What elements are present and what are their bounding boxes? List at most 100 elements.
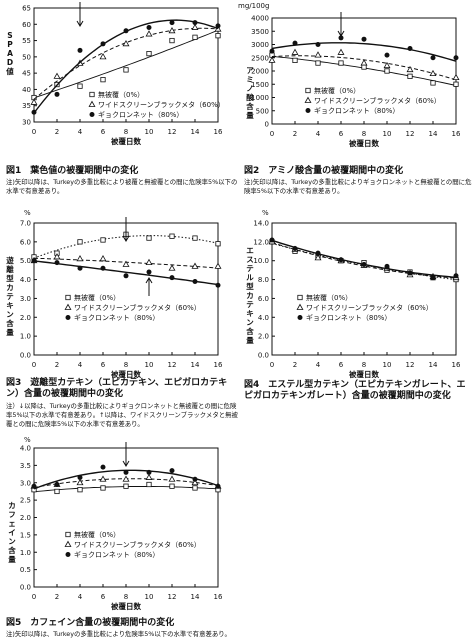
fig3-xtick-label: 6: [101, 361, 106, 369]
fig3-series-2-point: [169, 275, 175, 281]
fig1-legend-label-1: ワイドスクリーンブラックメタ（60%）: [98, 100, 225, 109]
fig4-xtick-label: 14: [429, 361, 438, 369]
fig2-note: 注)矢印以降は、Turkeyの多重比較によりギョクロンネットと無被覆との間に危険…: [244, 178, 472, 195]
fig5-series-0-point: [146, 481, 152, 488]
fig4-xtick-label: 2: [293, 361, 297, 369]
fig5-xlabel: 被覆日数: [111, 601, 141, 611]
fig3-series-0-point: [215, 241, 221, 247]
fig2-xtick-label: 12: [406, 130, 415, 138]
fig1-legend-marker-1: [88, 100, 96, 107]
fig1-ytick-label: 65: [22, 5, 31, 13]
fig3-series-1-point: [99, 255, 107, 262]
fig5-plot-frame: [33, 447, 219, 588]
fig1-legend-label-0: 無被覆（0%）: [98, 90, 144, 99]
fig5-series-1-point: [145, 473, 153, 480]
fig3-arrow-down-head: [122, 235, 130, 242]
fig4-ytick-label: 4.0: [258, 314, 269, 322]
fig3-series-1-point: [214, 262, 222, 269]
fig1-ytick-label: 35: [22, 102, 31, 110]
fig5-xtick-label: 12: [168, 593, 177, 601]
fig5-xtick-label: 16: [214, 593, 223, 601]
fig5-xtick-label: 8: [124, 593, 128, 601]
fig3-ylabel: 遊離型カテキン含量: [6, 255, 14, 337]
fig3-xtick-label: 8: [124, 361, 128, 369]
fig2-arrow-down-head: [337, 30, 345, 37]
fig2-ytick-label: 1000: [251, 94, 269, 102]
fig2-series-0-point: [338, 60, 344, 66]
fig2-chart: 0 2 4 6 8 10 12 14 16 0 500 1000 1500 2000 2500 3000 350…: [238, 2, 461, 148]
fig4-ytick-label: 10.0: [253, 257, 269, 265]
fig3-legend-label-1: ワイドスクリーンブラックメタ（60%）: [74, 303, 201, 312]
fig5-series-1-point: [76, 478, 84, 486]
fig3-xtick-label: 12: [168, 361, 177, 369]
fig5-series-1-point: [191, 478, 199, 486]
fig3-series-2-point: [146, 269, 152, 275]
fig3-xtick-label: 16: [214, 361, 223, 369]
fig3-series-1-point: [122, 260, 130, 267]
fig3-legend-label-0: 無被覆（0%）: [74, 293, 120, 302]
fig5-legend-label-2: ギョクロンネット（80%）: [74, 551, 159, 559]
fig5-ytick-label: 1.0: [20, 549, 31, 557]
fig5-series-2-point: [146, 469, 152, 475]
fig2-series-0-point: [292, 57, 298, 64]
fig4-series-2-trend: [271, 239, 457, 278]
fig2-series-2-point: [292, 40, 298, 46]
fig2-ytick-label: 0: [265, 121, 269, 129]
fig4-legend-marker-1: [296, 303, 304, 310]
fig2-legend-label-0: 無被覆（0%）: [314, 86, 360, 95]
fig1-ytick-label: 55: [22, 37, 31, 45]
fig3-ytick-label: 5.0: [20, 257, 31, 265]
fig1-xtick-label: 8: [124, 128, 128, 136]
fig2-yunit: mg/100g: [238, 2, 269, 10]
fig3-ytick-label: 0.0: [20, 352, 31, 360]
fig4-ytick-label: 0.0: [258, 352, 269, 360]
fig3-note: 注）↓以降は、Turkeyの多重比較によりギョクロンネットと無被覆との間に危険率…: [6, 402, 238, 428]
fig3-series-2-point: [123, 273, 129, 279]
fig4-xtick-label: 4: [316, 361, 321, 369]
fig4-series-2-point: [384, 263, 390, 269]
fig3-xtick-label: 2: [55, 361, 59, 369]
fig5-legend-marker-1: [64, 540, 72, 547]
fig4-legend-marker-2: [297, 315, 303, 320]
fig4-ytick-label: 14.0: [253, 220, 269, 228]
fig2-series-0-point: [407, 73, 413, 79]
fig4-ytick-label: 6.0: [258, 295, 269, 303]
fig1-series-0-point: [77, 83, 83, 89]
fig2-title: 図2 アミノ酸含量の被覆期間中の変化: [244, 166, 404, 176]
fig5-ytick-label: 3.0: [20, 479, 31, 487]
fig5-xtick-label: 2: [55, 593, 59, 601]
fig1-series-2-point: [54, 91, 60, 97]
fig2-xtick-label: 10: [383, 130, 392, 138]
fig3-ytick-label: 6.0: [20, 238, 31, 246]
fig5-series-1-point: [168, 475, 176, 482]
fig2-xtick-label: 16: [452, 130, 461, 138]
fig2-series-2-point: [338, 35, 344, 41]
fig1-series-1-point: [168, 26, 176, 34]
fig1-series-2-point: [31, 109, 37, 115]
fig4-ytick-label: 8.0: [258, 276, 269, 284]
fig1-series-1-point: [191, 23, 199, 30]
fig2-xtick-label: 8: [362, 130, 366, 138]
fig3-arrow-up-head: [145, 277, 153, 284]
fig4-plot-frame: [271, 222, 457, 356]
fig1-ytick-label: 30: [22, 119, 31, 127]
fig4-chart: 0 2 4 6 8 10 12 14 16 0.0 2.0 4.0 6.0 8.0 10.0 12.0 14.0…: [246, 209, 461, 379]
fig1-xtick-label: 16: [214, 128, 223, 136]
fig5-series-0-point: [77, 487, 83, 493]
fig2-series-2-point: [407, 45, 413, 51]
fig1-title: 図1 葉色値の被覆期間中の変化: [6, 166, 139, 176]
fig4-series-2-point: [338, 257, 344, 263]
fig2-series-1-point: [268, 56, 276, 63]
fig2-series-0-point: [315, 60, 321, 66]
fig1-legend-label-2: ギョクロンネット（80%）: [98, 111, 183, 119]
fig2-xtick-label: 6: [339, 130, 344, 138]
fig5-series-0-point: [123, 483, 129, 489]
fig3-series-2-point: [31, 258, 37, 264]
fig2-ytick-label: 3500: [251, 28, 269, 36]
fig5-series-2-point: [54, 481, 60, 487]
fig5-series-0-point: [54, 488, 60, 495]
fig5-series-0-point: [169, 483, 175, 489]
fig5-series-2-point: [192, 476, 198, 482]
fig5-xtick-label: 10: [145, 593, 154, 601]
fig3-legend-marker-0: [65, 294, 71, 301]
